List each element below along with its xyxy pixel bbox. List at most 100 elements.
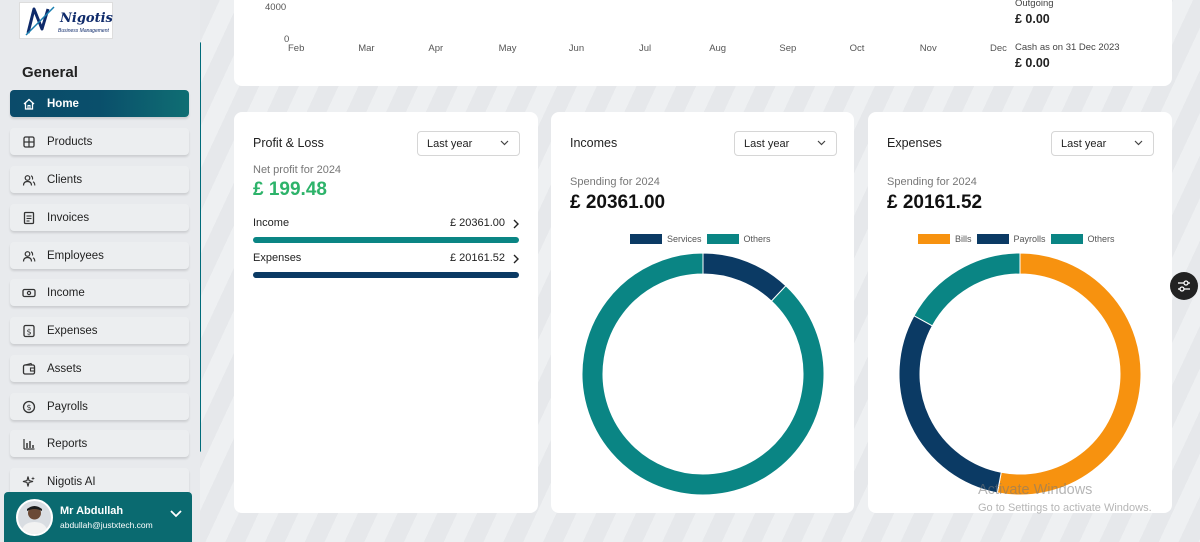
legend-label: Payrolls xyxy=(1013,234,1046,244)
card-title: Profit & Loss xyxy=(253,136,324,150)
x-tick-label: Apr xyxy=(428,43,444,54)
bar-chart-icon xyxy=(22,437,36,451)
svg-text:$: $ xyxy=(26,327,31,336)
cash-icon xyxy=(22,286,36,300)
legend-item[interactable]: Bills xyxy=(918,234,972,244)
expenses-bar xyxy=(253,272,519,278)
chart-legend: Services Others xyxy=(630,234,776,244)
income-label: Income xyxy=(253,217,290,229)
grid-icon xyxy=(22,135,36,149)
logo-mark-icon xyxy=(25,6,55,36)
chevron-down-icon xyxy=(1134,140,1143,146)
sidebar-item-invoices[interactable]: Invoices xyxy=(10,204,189,231)
donut-slice-payrolls[interactable] xyxy=(899,315,1002,494)
chevron-right-icon xyxy=(513,254,519,264)
sidebar-item-label: Clients xyxy=(47,173,83,186)
sparkle-icon xyxy=(22,475,36,489)
donut-slice-others[interactable] xyxy=(582,253,824,495)
legend-item[interactable]: Services xyxy=(630,234,702,244)
legend-swatch xyxy=(1050,234,1083,244)
spending-total: £ 20361.00 xyxy=(570,192,666,213)
legend-item[interactable]: Others xyxy=(1050,234,1115,244)
spending-label: Spending for 2024 xyxy=(570,176,660,188)
sidebar-item-label: Expenses xyxy=(47,324,98,337)
sidebar-item-label: Payrolls xyxy=(47,400,88,413)
user-name: Mr Abdullah xyxy=(60,504,124,517)
sidebar-item-income[interactable]: Income xyxy=(10,279,189,306)
cashflow-card: 4000 0 Feb Mar Apr May Jun Jul Aug Sep Oct Nov Dec… xyxy=(234,0,1172,86)
chevron-down-icon[interactable] xyxy=(170,510,182,518)
expenses-row[interactable]: Expenses £ 20161.52 xyxy=(253,252,519,270)
sidebar-item-label: Invoices xyxy=(47,211,90,224)
card-title: Expenses xyxy=(887,136,942,150)
sidebar-item-products[interactable]: Products xyxy=(10,128,189,155)
sidebar-item-employees[interactable]: Employees xyxy=(10,242,189,269)
donut-slice-services[interactable] xyxy=(702,253,787,302)
incomes-card: Incomes Last year Spending for 2024 £ 20… xyxy=(551,112,854,513)
dollar-circle-icon: $ xyxy=(22,400,36,414)
period-select[interactable]: Last year xyxy=(734,131,837,156)
donut-slice-bills[interactable] xyxy=(996,253,1141,495)
x-tick-label: Aug xyxy=(709,43,727,54)
logo-subtitle: Business Management xyxy=(58,28,109,34)
dollar-box-icon: $ xyxy=(22,324,36,338)
settings-toggle-button[interactable] xyxy=(1170,272,1198,300)
svg-text:$: $ xyxy=(26,403,31,412)
sidebar-item-label: Assets xyxy=(47,362,82,375)
incomes-donut-chart xyxy=(582,253,824,495)
chevron-right-icon xyxy=(513,219,519,229)
period-select-value: Last year xyxy=(744,137,790,150)
sidebar-item-assets[interactable]: Assets xyxy=(10,355,189,382)
donut-slice-others[interactable] xyxy=(913,253,1021,327)
user-card[interactable]: Mr Abdullah abdullah@justxtech.com xyxy=(4,492,192,542)
sidebar-item-label: Home xyxy=(47,97,79,110)
user-email: abdullah@justxtech.com xyxy=(60,519,153,530)
expenses-donut-chart xyxy=(899,253,1141,495)
chart-legend: Bills Payrolls Others xyxy=(918,234,1120,244)
cash-label: Cash as on 31 Dec 2023 xyxy=(1015,42,1120,53)
sidebar-item-expenses[interactable]: $ Expenses xyxy=(10,317,189,344)
sidebar: Nigotis Business Management General Home… xyxy=(0,0,200,542)
expenses-card: Expenses Last year Spending for 2024 £ 2… xyxy=(868,112,1172,513)
x-tick-label: Oct xyxy=(849,43,865,54)
expenses-value: £ 20161.52 xyxy=(449,252,505,264)
users-icon xyxy=(22,249,36,263)
users-icon xyxy=(22,173,36,187)
period-select[interactable]: Last year xyxy=(1051,131,1154,156)
legend-item[interactable]: Others xyxy=(706,234,771,244)
net-profit-label: Net profit for 2024 xyxy=(253,164,342,176)
sidebar-item-label: Nigotis AI xyxy=(47,475,96,488)
legend-swatch xyxy=(976,234,1009,244)
legend-label: Services xyxy=(667,234,702,244)
legend-label: Bills xyxy=(955,234,972,244)
x-tick-label: Sep xyxy=(779,43,797,54)
wallet-icon xyxy=(22,362,36,376)
logo[interactable]: Nigotis Business Management xyxy=(19,2,113,39)
legend-label: Others xyxy=(743,234,771,244)
legend-item[interactable]: Payrolls xyxy=(976,234,1046,244)
logo-text: Nigotis xyxy=(60,11,113,26)
period-select[interactable]: Last year xyxy=(417,131,520,156)
sidebar-item-payrolls[interactable]: $ Payrolls xyxy=(10,393,189,420)
sidebar-item-clients[interactable]: Clients xyxy=(10,166,189,193)
profit-loss-card: Profit & Loss Last year Net profit for 2… xyxy=(234,112,538,513)
chevron-down-icon xyxy=(817,140,826,146)
spending-total: £ 20161.52 xyxy=(887,192,983,213)
y-tick-label: 4000 xyxy=(265,2,287,13)
activation-watermark-text: Go to Settings to activate Windows. xyxy=(978,502,1152,514)
sidebar-item-label: Employees xyxy=(47,249,104,262)
sidebar-item-label: Products xyxy=(47,135,93,148)
chevron-down-icon xyxy=(500,140,509,146)
outgoing-label: Outgoing xyxy=(1015,0,1054,9)
sidebar-item-nigotis-ai[interactable]: Nigotis AI xyxy=(10,468,189,495)
activation-watermark-title: Activate Windows xyxy=(978,482,1093,498)
sliders-icon xyxy=(1178,280,1190,292)
income-row[interactable]: Income £ 20361.00 xyxy=(253,217,519,235)
legend-label: Others xyxy=(1087,234,1115,244)
x-tick-label: Dec xyxy=(990,43,1007,54)
sidebar-item-home[interactable]: Home xyxy=(10,90,189,117)
sidebar-item-label: Income xyxy=(47,286,85,299)
sidebar-item-reports[interactable]: Reports xyxy=(10,430,189,457)
period-select-value: Last year xyxy=(1061,137,1107,150)
x-tick-label: Mar xyxy=(358,43,375,54)
